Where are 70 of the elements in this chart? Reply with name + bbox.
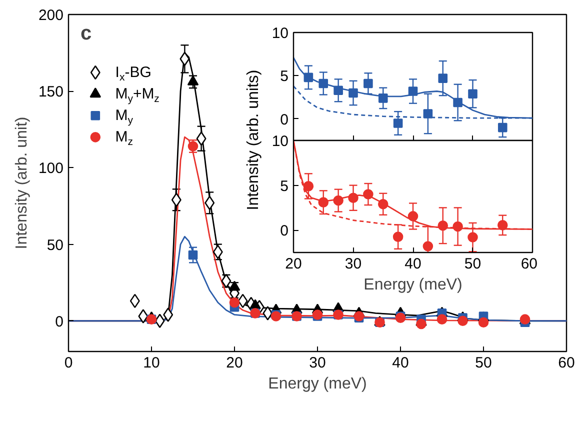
annotation: c	[80, 22, 92, 44]
point	[250, 299, 261, 310]
y-tick-label: 10	[272, 25, 289, 42]
point	[196, 131, 206, 146]
point	[180, 52, 190, 66]
point	[130, 294, 140, 308]
y-tick-label: 0	[55, 313, 64, 330]
point	[438, 220, 448, 231]
point	[422, 241, 434, 252]
point	[452, 221, 463, 232]
y-tick-label: 0	[280, 111, 288, 128]
point	[364, 78, 373, 88]
point	[498, 122, 508, 132]
point	[163, 308, 174, 322]
x-tick-label: 60	[558, 354, 575, 372]
point	[453, 98, 462, 108]
x-tick-label: 20	[226, 354, 243, 372]
point	[423, 109, 433, 118]
point	[408, 86, 418, 96]
x-tick-label: 40	[392, 354, 409, 372]
y-tick-label: 200	[38, 7, 64, 24]
y-tick-label: 5	[280, 68, 288, 86]
x-tick-label: 20	[285, 256, 302, 272]
point	[204, 196, 215, 210]
x-axis-title: Energy (meV)	[268, 376, 367, 392]
x-tick-label: 60	[520, 256, 538, 272]
point	[318, 197, 329, 208]
point	[468, 232, 478, 242]
x-tick-label: 10	[143, 354, 160, 372]
point	[468, 89, 478, 98]
y-axis-title: Intensity (arb. unit)	[13, 116, 30, 250]
y-tick-label: 100	[38, 160, 64, 178]
point	[408, 211, 418, 222]
point	[436, 314, 448, 324]
x-tick-label: 40	[404, 256, 422, 272]
x-tick-label: 30	[309, 354, 326, 372]
point	[458, 316, 468, 326]
y-axis-title: Intensity (arb. units)	[245, 70, 263, 210]
point	[318, 78, 328, 88]
y-tick-label: 10	[272, 133, 289, 150]
x-tick-label: 30	[344, 256, 362, 272]
point	[333, 195, 344, 206]
point	[378, 198, 388, 210]
point	[438, 74, 448, 83]
x-tick-label: 50	[475, 354, 492, 372]
y-tick-label: 5	[280, 178, 288, 195]
point	[392, 232, 404, 242]
x-axis-title: Energy (meV)	[364, 276, 462, 294]
y-tick-label: 0	[280, 222, 288, 240]
y-tick-label: 50	[46, 236, 64, 254]
point	[378, 94, 388, 103]
point	[238, 294, 248, 308]
point	[229, 297, 240, 308]
point	[262, 306, 273, 320]
point	[304, 72, 314, 82]
point	[478, 317, 489, 328]
point	[497, 220, 508, 230]
point	[138, 309, 148, 324]
point	[363, 189, 374, 200]
point	[154, 314, 165, 328]
point	[334, 86, 343, 96]
point	[348, 88, 358, 98]
point	[348, 192, 358, 203]
point	[416, 318, 426, 330]
y-tick-label: 150	[38, 84, 64, 101]
point	[393, 118, 403, 128]
point	[303, 181, 314, 192]
point	[188, 250, 198, 260]
point	[171, 192, 182, 207]
x-tick-label: 50	[464, 256, 482, 272]
